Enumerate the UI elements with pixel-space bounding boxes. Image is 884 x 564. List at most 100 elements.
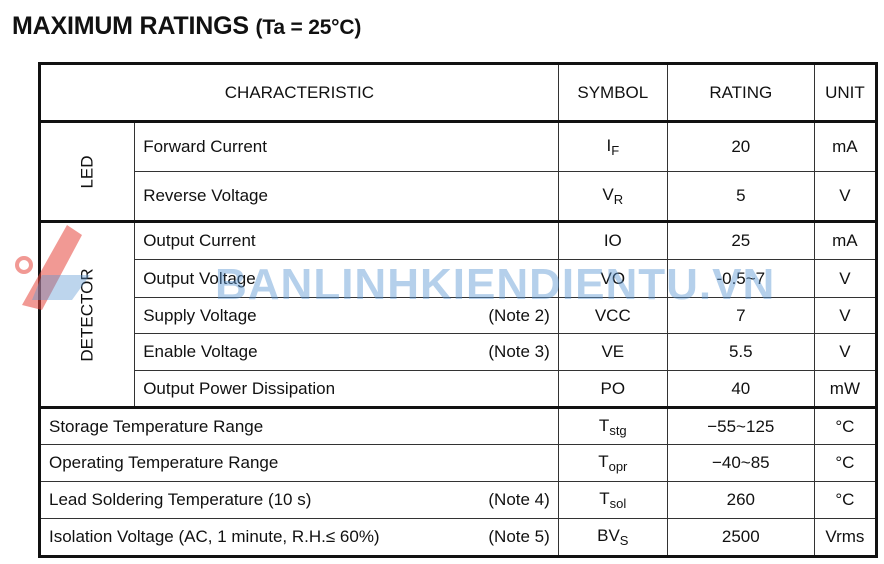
symbol-cell: Tsol [557,481,668,519]
note-ref: (Note 2) [488,305,550,325]
characteristic-cell: Isolation Voltage (AC, 1 minute, R.H.≤ 6… [39,518,559,557]
characteristic-name: Isolation Voltage (AC, 1 minute, R.H.≤ 6… [49,527,380,546]
characteristic-name: Output Voltage [143,268,256,288]
characteristic-name: Supply Voltage [143,305,257,325]
unit-cell: V [813,333,878,371]
table-row: Supply Voltage (Note 2) VCC 7 V [40,297,878,334]
table-row: Output Power Dissipation PO 40 mW [40,370,878,408]
table-row: Storage Temperature Range Tstg −55~125 °C [39,406,878,445]
header-unit: UNIT [813,63,878,123]
symbol-subscript: R [613,192,624,207]
header-rating: RATING [666,63,815,123]
rating-cell: −55~125 [666,406,815,445]
table-row: Operating Temperature Range Topr −40~85 °C [39,444,878,482]
table-row: Enable Voltage (Note 3) VE 5.5 V [40,333,878,371]
group-detector: DETECTOR [38,220,136,408]
symbol-subscript: S [619,533,629,548]
table-row: Output Voltage VO -0.5~7 V [40,259,878,298]
table-row: Reverse Voltage VR 5 V [40,171,878,222]
header-characteristic: CHARACTERISTIC [39,63,559,123]
unit-cell: V [813,297,878,334]
unit-cell: mA [813,121,878,172]
symbol-cell: VCC [557,297,668,334]
symbol-cell: IF [557,121,668,172]
characteristic-name: Output Power Dissipation [143,378,336,398]
symbol-cell: IO [557,220,668,260]
symbol-cell: VE [557,333,668,371]
rating-cell: 260 [666,481,815,519]
characteristic-cell: Operating Temperature Range [39,444,559,482]
characteristic-name: Storage Temperature Range [49,416,264,436]
unit-cell: V [813,259,878,298]
characteristic-cell: Supply Voltage (Note 2) [134,297,559,334]
characteristic-cell: Reverse Voltage [134,171,559,222]
group-label: DETECTOR [77,267,97,362]
unit-cell: V [813,171,878,222]
symbol-cell: VR [557,171,668,222]
unit-cell: mW [813,370,878,408]
characteristic-name: Lead Soldering Temperature (10 s) [49,490,312,509]
rating-cell: -0.5~7 [666,259,815,298]
rating-cell: 5 [666,171,815,222]
symbol: VCC [594,305,631,325]
symbol-cell: Tstg [557,406,668,445]
unit-cell: Vrms [813,518,878,557]
table-row: DETECTOR Output Current IO 25 mA [38,220,878,408]
unit-cell: mA [813,220,878,260]
characteristic-name: Operating Temperature Range [49,453,279,472]
characteristic-cell: Output Voltage [134,259,559,298]
table-row: Lead Soldering Temperature (10 s) (Note 4… [39,481,878,519]
header-row: CHARACTERISTIC SYMBOL RATING UNIT [39,63,878,123]
rating-cell: 7 [666,297,815,334]
note-ref: (Note 4) [488,490,550,509]
symbol-subscript: opr [608,459,628,474]
symbol-cell: VO [557,259,668,298]
rating-cell: 40 [666,370,815,408]
rating-cell: 25 [666,220,815,260]
characteristic-cell: Forward Current [134,121,559,172]
symbol: T [599,489,610,508]
symbol-cell: BVS [557,518,668,557]
rating-cell: 2500 [666,518,815,557]
characteristic-name: Reverse Voltage [143,186,268,205]
symbol: IO [603,231,622,250]
note-ref: (Note 3) [488,342,550,361]
ratings-table: CHARACTERISTIC SYMBOL RATING UNIT LED For… [38,62,878,558]
symbol-cell: PO [557,370,668,408]
symbol: T [598,415,610,435]
symbol: VE [601,342,625,361]
group-label: LED [77,154,97,189]
rating-cell: 5.5 [666,333,815,371]
unit-cell: °C [813,444,878,482]
symbol: T [598,452,609,471]
note-ref: (Note 5) [488,527,550,546]
rating-cell: −40~85 [666,444,815,482]
condition-text: (Ta = 25°C) [255,16,362,39]
unit-cell: °C [813,481,878,519]
symbol: I [606,136,612,155]
symbol-subscript: F [611,143,620,158]
table-row: Isolation Voltage (AC, 1 minute, R.H.≤ 6… [39,518,878,557]
symbol-subscript: sol [609,496,627,511]
characteristic-name: Output Current [143,231,256,250]
characteristic-cell: Output Current [134,220,559,260]
characteristic-cell: Storage Temperature Range [39,406,559,445]
symbol-subscript: stg [609,422,627,438]
title-text: MAXIMUM RATINGS [12,12,249,40]
symbol: PO [600,378,626,398]
characteristic-name: Forward Current [143,137,267,156]
characteristic-cell: Lead Soldering Temperature (10 s) (Note 4… [39,481,559,519]
symbol-cell: Topr [557,444,668,482]
header-symbol: SYMBOL [557,63,668,123]
characteristic-name: Enable Voltage [143,342,258,361]
table-row: LED Forward Current IF 20 mA [38,121,878,222]
characteristic-cell: Enable Voltage (Note 3) [134,333,559,371]
symbol: V [602,185,614,204]
characteristic-cell: Output Power Dissipation [134,370,559,408]
rating-cell: 20 [666,121,815,172]
symbol: BV [597,526,620,545]
page-title: MAXIMUM RATINGS (Ta = 25°C) [12,12,361,41]
symbol: VO [600,268,626,288]
group-led: LED [38,121,136,222]
unit-cell: °C [813,406,878,445]
